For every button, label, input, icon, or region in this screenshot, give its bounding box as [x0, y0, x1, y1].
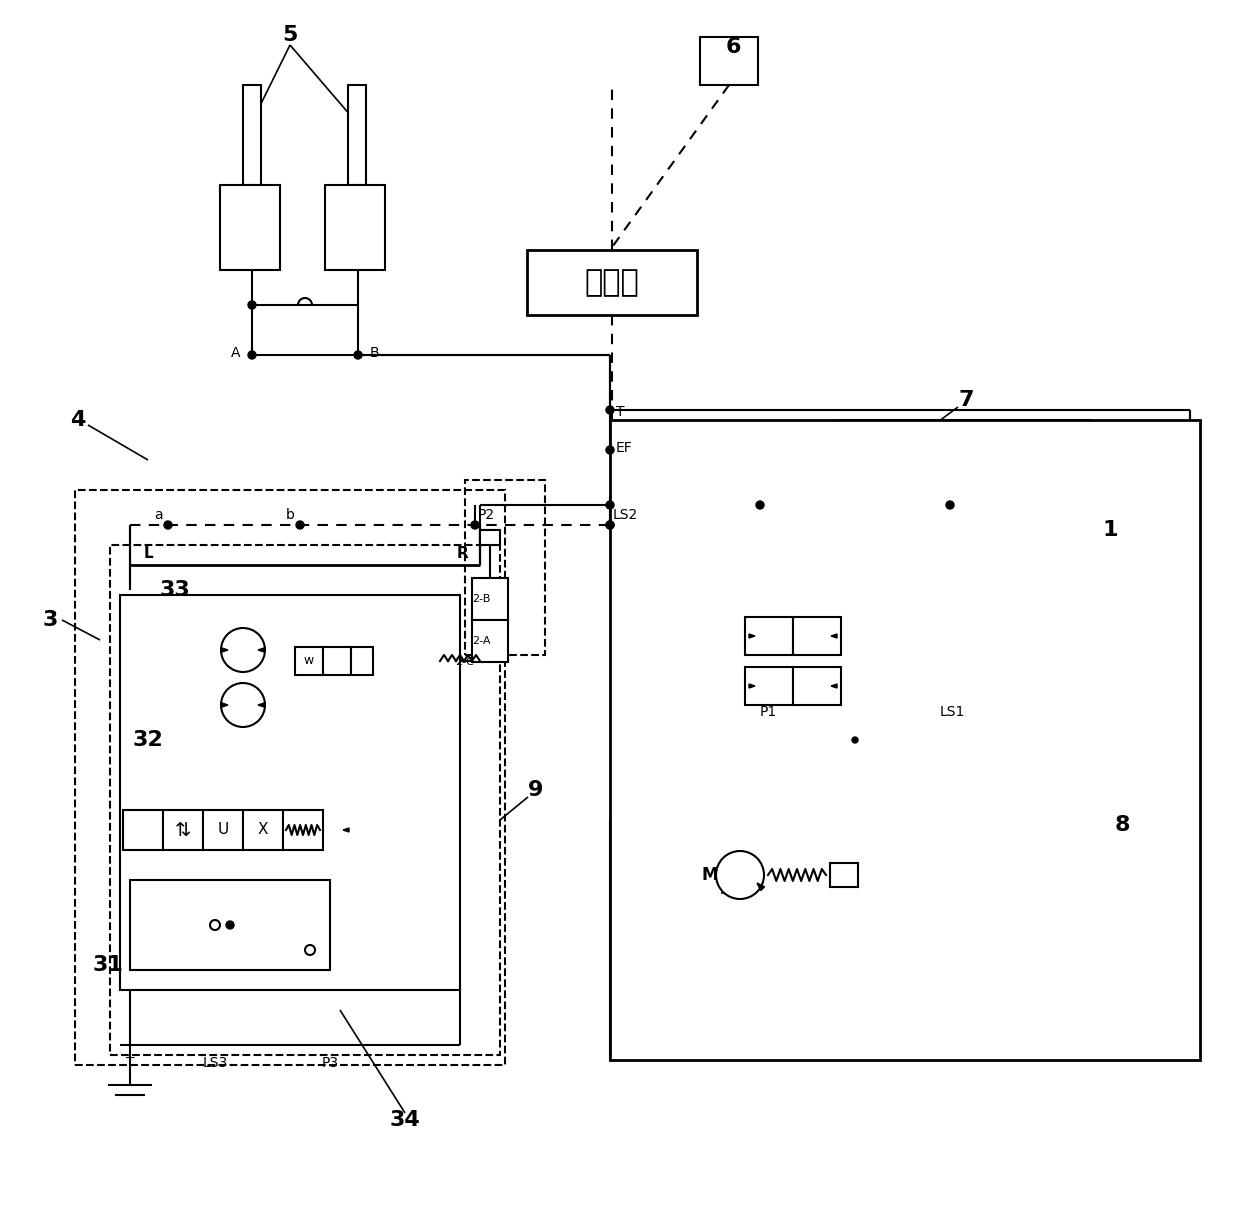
Text: LS1: LS1	[940, 705, 966, 719]
Text: EF: EF	[616, 440, 632, 455]
Bar	[74, 490, 505, 1065]
Bar	[472, 620, 508, 662]
Text: T: T	[125, 1056, 134, 1070]
Circle shape	[353, 351, 362, 359]
Bar	[465, 480, 546, 655]
Bar	[348, 85, 366, 185]
Text: w: w	[304, 655, 314, 668]
Text: L: L	[143, 546, 153, 560]
Text: A: A	[231, 346, 241, 361]
Circle shape	[715, 851, 764, 899]
Text: P1: P1	[760, 705, 777, 719]
Text: 7: 7	[959, 390, 973, 410]
Polygon shape	[221, 703, 228, 708]
Text: 5: 5	[283, 25, 298, 45]
Bar	[120, 595, 460, 990]
Circle shape	[248, 301, 255, 309]
Text: 4: 4	[71, 410, 86, 430]
Circle shape	[210, 920, 219, 930]
Polygon shape	[343, 828, 348, 832]
Polygon shape	[258, 703, 265, 708]
Bar	[480, 530, 500, 544]
Text: 33: 33	[160, 580, 191, 600]
Text: 2-A: 2-A	[472, 636, 491, 646]
Bar	[794, 617, 841, 655]
Bar	[243, 85, 260, 185]
Bar	[527, 250, 697, 315]
Bar	[203, 809, 243, 849]
Text: R: R	[456, 546, 467, 560]
Bar	[123, 809, 162, 849]
Text: P3: P3	[321, 1056, 339, 1070]
Bar	[130, 880, 330, 970]
Circle shape	[852, 737, 858, 743]
Circle shape	[221, 628, 265, 672]
Bar	[839, 420, 1090, 480]
Polygon shape	[749, 684, 755, 688]
Circle shape	[296, 522, 304, 529]
Bar	[745, 667, 794, 705]
Bar	[162, 809, 203, 849]
Circle shape	[221, 682, 265, 727]
Text: 3: 3	[42, 610, 58, 630]
Bar	[701, 530, 1130, 730]
Circle shape	[606, 522, 614, 529]
Text: 6: 6	[725, 38, 740, 57]
Text: 8: 8	[1115, 816, 1131, 835]
Text: 32: 32	[133, 730, 164, 750]
Circle shape	[305, 945, 315, 955]
Text: LS3: LS3	[202, 1056, 228, 1070]
Bar	[325, 185, 384, 270]
Bar	[745, 617, 794, 655]
Text: B: B	[370, 346, 379, 361]
Circle shape	[606, 522, 614, 529]
Polygon shape	[258, 647, 265, 652]
Bar	[794, 667, 841, 705]
Text: X: X	[258, 823, 268, 837]
Bar	[243, 809, 283, 849]
Bar	[295, 647, 322, 675]
Bar	[610, 420, 1200, 1060]
Bar	[660, 460, 1159, 830]
Text: b: b	[286, 508, 295, 522]
Circle shape	[226, 921, 234, 929]
Circle shape	[756, 501, 764, 509]
Text: 34: 34	[389, 1110, 420, 1130]
Bar	[701, 38, 758, 85]
Text: LS2: LS2	[613, 508, 639, 522]
Text: M: M	[702, 866, 718, 885]
Text: 31: 31	[93, 955, 124, 975]
Polygon shape	[749, 634, 755, 638]
Circle shape	[946, 501, 954, 509]
Bar	[219, 185, 280, 270]
Bar	[351, 647, 373, 675]
Text: 9: 9	[528, 780, 543, 800]
Circle shape	[471, 522, 479, 529]
Bar	[322, 647, 351, 675]
Circle shape	[248, 351, 255, 359]
Bar	[830, 863, 858, 887]
Polygon shape	[221, 647, 228, 652]
Polygon shape	[756, 883, 765, 891]
Text: 2-C: 2-C	[455, 657, 474, 667]
Polygon shape	[831, 634, 837, 638]
Text: 2-B: 2-B	[472, 594, 490, 604]
Text: a: a	[154, 508, 162, 522]
Bar	[283, 809, 322, 849]
Text: P2: P2	[477, 508, 495, 522]
Bar	[472, 578, 508, 620]
Circle shape	[606, 446, 614, 454]
Circle shape	[606, 407, 614, 414]
Text: T: T	[616, 405, 625, 419]
Text: 控制器: 控制器	[584, 269, 640, 298]
Text: 1: 1	[1102, 520, 1117, 540]
Text: ⇅: ⇅	[175, 820, 191, 840]
Circle shape	[164, 522, 172, 529]
Polygon shape	[831, 684, 837, 688]
Circle shape	[606, 501, 614, 509]
Text: U: U	[217, 823, 228, 837]
Bar	[110, 544, 500, 1055]
